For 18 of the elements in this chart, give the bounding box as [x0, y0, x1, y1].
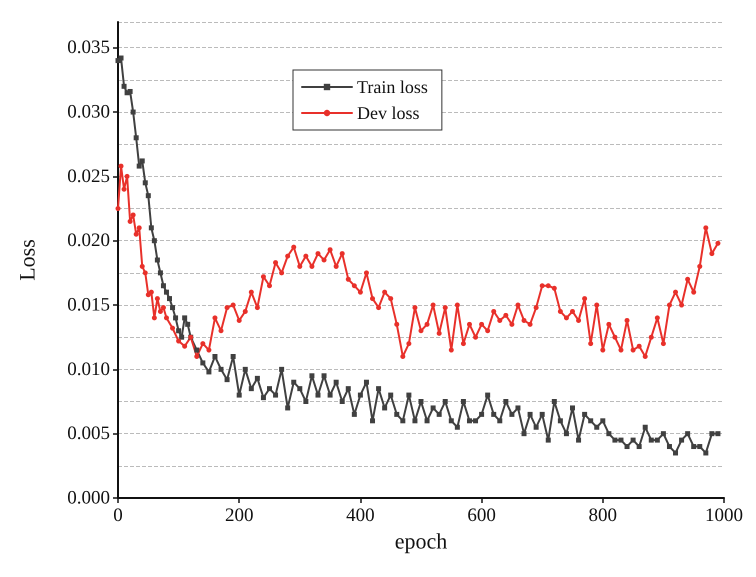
x-tick-label: 200 [224, 505, 254, 526]
x-tick-label: 400 [346, 505, 375, 526]
x-tick-label: 0 [113, 505, 123, 526]
x-tick-label: 1000 [705, 505, 743, 526]
y-axis-title: Loss [14, 239, 40, 281]
legend-label: Dev loss [357, 103, 420, 123]
x-tick-label: 600 [467, 505, 496, 526]
y-tick-label: 0.030 [67, 102, 110, 123]
y-tick-label: 0.025 [67, 166, 110, 187]
legend-label: Train loss [357, 77, 428, 97]
y-tick-label: 0.015 [67, 294, 110, 316]
y-tick-label: 0.000 [67, 488, 110, 508]
x-tick-label: 800 [588, 505, 618, 526]
y-tick-label: 0.010 [67, 358, 110, 380]
y-tick-label: 0.005 [67, 423, 110, 444]
x-axis-title: epoch [394, 528, 448, 554]
y-tick-label: 0.020 [67, 230, 110, 252]
y-tick-label: 0.035 [67, 37, 110, 58]
